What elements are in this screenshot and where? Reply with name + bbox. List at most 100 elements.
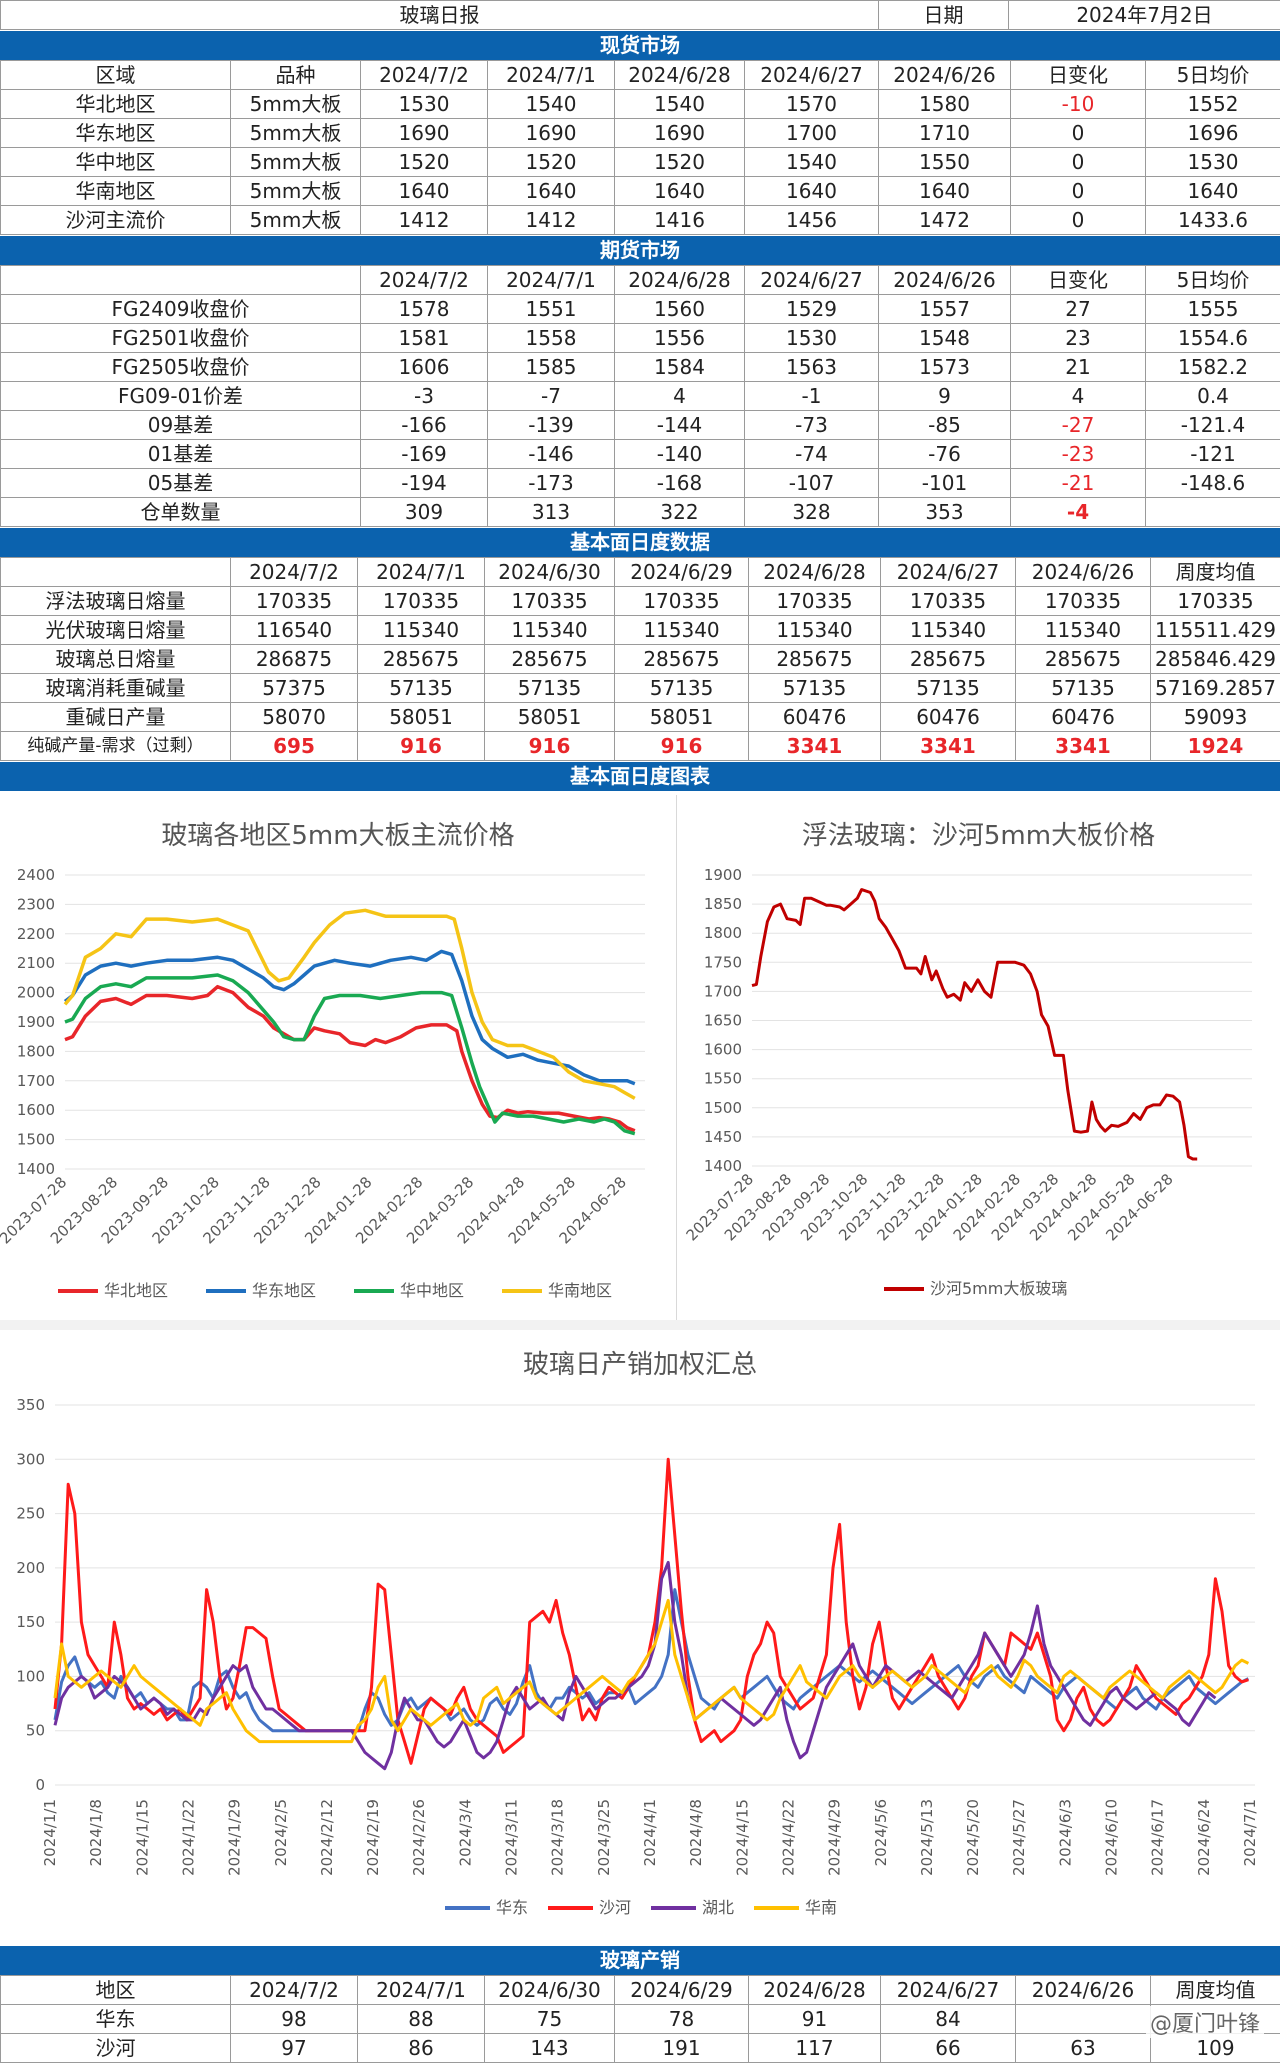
y-tick-label: 2000 bbox=[17, 984, 55, 1002]
row-label: 09基差 bbox=[1, 411, 361, 440]
y-tick-label: 1600 bbox=[704, 1041, 742, 1059]
table-cell: -140 bbox=[615, 440, 745, 469]
x-tick-label: 2024/2/19 bbox=[364, 1799, 382, 1876]
y-tick-label: 0 bbox=[35, 1776, 45, 1794]
row-label: 沙河主流价 bbox=[1, 206, 231, 235]
sales-chart-title: 玻璃日产销加权汇总 bbox=[0, 1344, 1280, 1381]
table-cell: 1433.6 bbox=[1146, 206, 1280, 235]
x-tick-label: 2024/1/29 bbox=[226, 1799, 244, 1876]
date-value: 2024年7月2日 bbox=[1009, 1, 1280, 30]
table-cell: 57135 bbox=[485, 674, 615, 703]
table-cell: 695 bbox=[231, 732, 358, 761]
row-label: FG2409收盘价 bbox=[1, 295, 361, 324]
y-tick-label: 2200 bbox=[17, 925, 55, 943]
table-cell: 75 bbox=[485, 2005, 615, 2034]
table-cell: 9 bbox=[879, 382, 1011, 411]
table-cell: 0 bbox=[1011, 177, 1146, 206]
column-header: 2024/6/27 bbox=[881, 558, 1016, 587]
shahe-price-chart: 1400145015001550160016501700175018001850… bbox=[677, 795, 1280, 1320]
column-header: 地区 bbox=[1, 1976, 231, 2005]
x-tick-label: 2024/1/8 bbox=[87, 1799, 105, 1866]
y-tick-label: 1850 bbox=[704, 895, 742, 913]
y-tick-label: 1900 bbox=[17, 1013, 55, 1031]
table-cell: 1640 bbox=[361, 177, 488, 206]
table-cell: 1700 bbox=[745, 119, 879, 148]
column-header bbox=[1, 266, 361, 295]
table-cell: -10 bbox=[1011, 90, 1146, 119]
column-header: 周度均值 bbox=[1151, 558, 1280, 587]
table-cell: 1570 bbox=[745, 90, 879, 119]
x-tick-label: 2024/5/27 bbox=[1010, 1799, 1028, 1876]
y-tick-label: 100 bbox=[16, 1667, 45, 1685]
y-tick-label: 2300 bbox=[17, 895, 55, 913]
table-cell: 309 bbox=[361, 498, 488, 527]
table-cell: 170335 bbox=[231, 587, 358, 616]
table-cell: 1573 bbox=[879, 353, 1011, 382]
table-cell: 0 bbox=[1011, 119, 1146, 148]
column-header: 2024/7/2 bbox=[231, 558, 358, 587]
table-cell: 1552 bbox=[1146, 90, 1280, 119]
table-cell: 5mm大板 bbox=[231, 119, 361, 148]
table-cell: 170335 bbox=[615, 587, 749, 616]
y-tick-label: 1400 bbox=[704, 1157, 742, 1175]
table-cell: -85 bbox=[879, 411, 1011, 440]
legend-label: 华东 bbox=[496, 1898, 528, 1917]
series-line-1 bbox=[55, 1459, 1248, 1763]
table-cell: -21 bbox=[1011, 469, 1146, 498]
table-cell: -7 bbox=[488, 382, 615, 411]
table-cell: 4 bbox=[615, 382, 745, 411]
table-cell: 285675 bbox=[881, 645, 1016, 674]
table-cell: 1690 bbox=[361, 119, 488, 148]
column-header: 2024/6/30 bbox=[485, 1976, 615, 2005]
table-cell: 1560 bbox=[615, 295, 745, 324]
table-cell: -76 bbox=[879, 440, 1011, 469]
sales-band: 玻璃产销 bbox=[0, 1945, 1280, 1975]
table-cell: 286875 bbox=[231, 645, 358, 674]
column-header: 2024/6/26 bbox=[1016, 1976, 1151, 2005]
y-tick-label: 250 bbox=[16, 1505, 45, 1523]
y-tick-label: 1500 bbox=[17, 1131, 55, 1149]
y-tick-label: 1400 bbox=[17, 1160, 55, 1178]
table-cell: 1529 bbox=[745, 295, 879, 324]
x-tick-label: 2024/4/8 bbox=[687, 1799, 705, 1866]
table-cell: 313 bbox=[488, 498, 615, 527]
table-cell: 1520 bbox=[361, 148, 488, 177]
table-cell: 1558 bbox=[488, 324, 615, 353]
x-tick-label: 2024/4/15 bbox=[733, 1799, 751, 1876]
column-header: 2024/7/1 bbox=[358, 1976, 485, 2005]
row-label: 重碱日产量 bbox=[1, 703, 231, 732]
table-cell: 57135 bbox=[615, 674, 749, 703]
table-cell: 27 bbox=[1011, 295, 1146, 324]
table-cell: 1606 bbox=[361, 353, 488, 382]
table-cell: 60476 bbox=[881, 703, 1016, 732]
x-tick-label: 2024/1/15 bbox=[133, 1799, 151, 1876]
table-cell: 322 bbox=[615, 498, 745, 527]
table-cell: 86 bbox=[358, 2034, 485, 2063]
table-cell: 1640 bbox=[745, 177, 879, 206]
column-header: 2024/6/27 bbox=[745, 266, 879, 295]
legend-label: 华南 bbox=[805, 1898, 837, 1917]
table-cell: 58051 bbox=[615, 703, 749, 732]
column-header: 日变化 bbox=[1011, 266, 1146, 295]
legend-label: 湖北 bbox=[702, 1898, 734, 1917]
series-line-2 bbox=[55, 1562, 1215, 1768]
table-cell: 1690 bbox=[615, 119, 745, 148]
table-cell: 328 bbox=[745, 498, 879, 527]
table-cell: 1548 bbox=[879, 324, 1011, 353]
table-cell: -169 bbox=[361, 440, 488, 469]
x-tick-label: 2024/2/5 bbox=[272, 1799, 290, 1866]
column-header: 2024/6/29 bbox=[615, 558, 749, 587]
table-row: 01基差-169-146-140-74-76-23-121 bbox=[1, 440, 1280, 469]
table-cell: 170335 bbox=[358, 587, 485, 616]
table-cell: 3341 bbox=[881, 732, 1016, 761]
x-tick-label: 2024/6/17 bbox=[1149, 1799, 1167, 1876]
table-cell: -74 bbox=[745, 440, 879, 469]
